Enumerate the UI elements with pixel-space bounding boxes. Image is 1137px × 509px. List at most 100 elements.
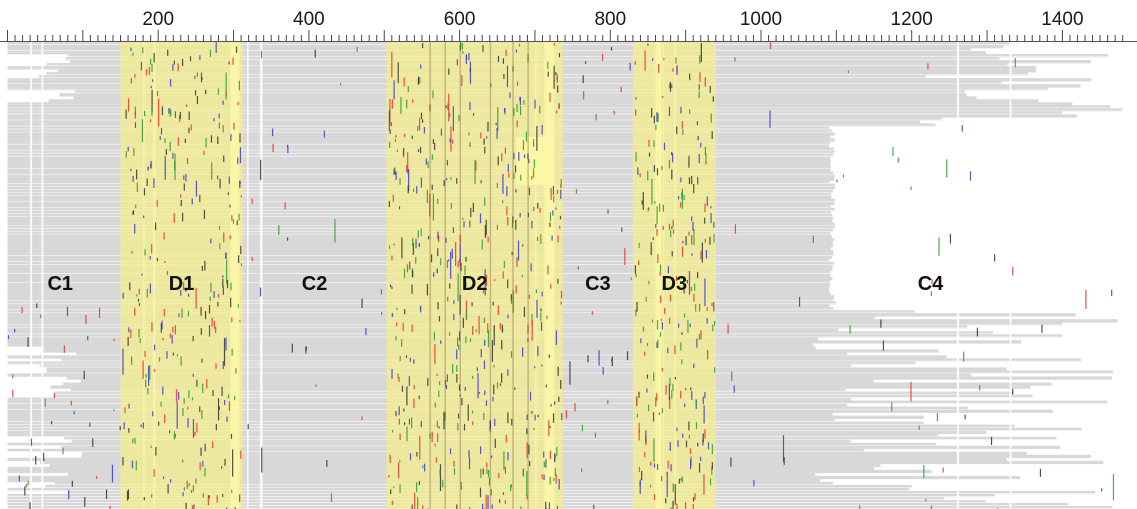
substitution-mark: [655, 224, 657, 228]
substitution-mark: [753, 480, 755, 487]
substitution-mark: [523, 306, 526, 317]
substitution-mark: [448, 68, 450, 75]
substitution-mark: [188, 127, 190, 134]
substitution-mark: [591, 311, 593, 316]
substitution-mark: [471, 410, 474, 414]
substitution-mark: [555, 207, 557, 210]
substitution-mark: [549, 450, 551, 460]
substitution-mark: [185, 502, 187, 509]
substitution-mark: [554, 455, 556, 459]
substitution-mark: [169, 333, 171, 339]
substitution-mark: [676, 126, 678, 135]
substitution-mark: [138, 302, 141, 306]
substitution-mark: [395, 411, 397, 417]
substitution-mark: [397, 462, 400, 479]
substitution-mark: [143, 215, 145, 219]
substitution-mark: [130, 78, 132, 84]
substitution-mark: [458, 114, 460, 122]
substitution-mark: [230, 134, 232, 142]
substitution-mark: [661, 322, 663, 330]
substitution-mark: [399, 433, 401, 441]
substitution-mark: [138, 288, 140, 295]
substitution-mark: [144, 249, 146, 256]
substitution-mark: [452, 227, 455, 234]
substitution-mark: [502, 173, 504, 194]
substitution-mark: [610, 46, 613, 51]
substitution-mark: [428, 236, 430, 240]
substitution-mark: [400, 96, 402, 114]
substitution-mark: [514, 387, 516, 390]
substitution-mark: [587, 355, 589, 363]
substitution-mark: [53, 392, 55, 399]
substitution-mark: [391, 312, 393, 318]
substitution-mark: [680, 478, 682, 481]
substitution-mark: [698, 463, 701, 473]
substitution-mark: [169, 479, 172, 483]
substitution-mark: [390, 489, 392, 495]
substitution-mark: [183, 282, 185, 291]
substitution-mark: [153, 469, 155, 477]
substitution-mark: [156, 91, 159, 97]
substitution-mark: [203, 209, 206, 219]
substitution-mark: [682, 129, 684, 135]
substitution-mark: [658, 203, 661, 212]
substitution-mark: [24, 486, 26, 496]
substitution-mark: [239, 180, 241, 189]
substitution-mark: [187, 406, 189, 410]
substitution-mark: [710, 206, 712, 209]
substitution-mark: [136, 169, 138, 180]
substitution-mark: [545, 384, 547, 388]
substitution-mark: [261, 447, 263, 473]
substitution-mark: [674, 484, 676, 505]
substitution-mark: [187, 418, 189, 428]
substitution-mark: [493, 364, 495, 368]
substitution-mark: [451, 248, 453, 259]
substitution-mark: [704, 146, 706, 156]
substitution-mark: [164, 260, 166, 263]
substitution-mark: [389, 141, 391, 149]
substitution-mark: [593, 504, 595, 509]
substitution-mark: [479, 213, 482, 224]
substitution-mark: [527, 153, 529, 160]
substitution-mark: [210, 238, 212, 244]
substitution-mark: [35, 456, 37, 465]
substitution-mark: [126, 490, 129, 501]
substitution-mark: [456, 59, 458, 66]
substitution-mark: [624, 248, 626, 266]
substitution-mark: [465, 281, 467, 286]
substitution-mark: [456, 504, 458, 509]
substitution-mark: [697, 135, 699, 141]
substitution-mark: [692, 504, 694, 509]
substitution-mark: [663, 307, 666, 314]
substitution-mark: [671, 226, 673, 229]
substitution-mark: [698, 84, 700, 90]
substitution-mark: [930, 505, 933, 509]
substitution-mark: [438, 315, 441, 322]
substitution-mark: [479, 446, 482, 454]
alignment-row: [81, 454, 1091, 459]
substitution-mark: [138, 328, 140, 338]
substitution-mark: [506, 206, 508, 216]
substitution-mark: [472, 202, 474, 213]
substitution-mark: [397, 62, 399, 84]
substitution-mark: [523, 100, 525, 105]
substitution-mark: [361, 416, 363, 420]
substitution-mark: [918, 425, 920, 430]
substitution-mark: [891, 402, 893, 412]
substitution-mark: [475, 160, 477, 171]
substitution-mark: [688, 434, 691, 439]
substitution-mark: [690, 286, 693, 292]
substitution-mark: [690, 387, 692, 391]
substitution-mark: [456, 364, 458, 372]
substitution-mark: [927, 63, 929, 70]
substitution-mark: [229, 204, 231, 208]
substitution-mark: [36, 303, 38, 308]
region-label-c4: C4: [918, 273, 944, 295]
substitution-mark: [656, 206, 658, 225]
substitution-mark: [124, 407, 126, 413]
substitution-mark: [401, 339, 403, 347]
substitution-mark: [639, 479, 641, 494]
substitution-mark: [611, 356, 613, 367]
substitution-mark: [658, 412, 660, 415]
substitution-mark: [669, 317, 671, 324]
